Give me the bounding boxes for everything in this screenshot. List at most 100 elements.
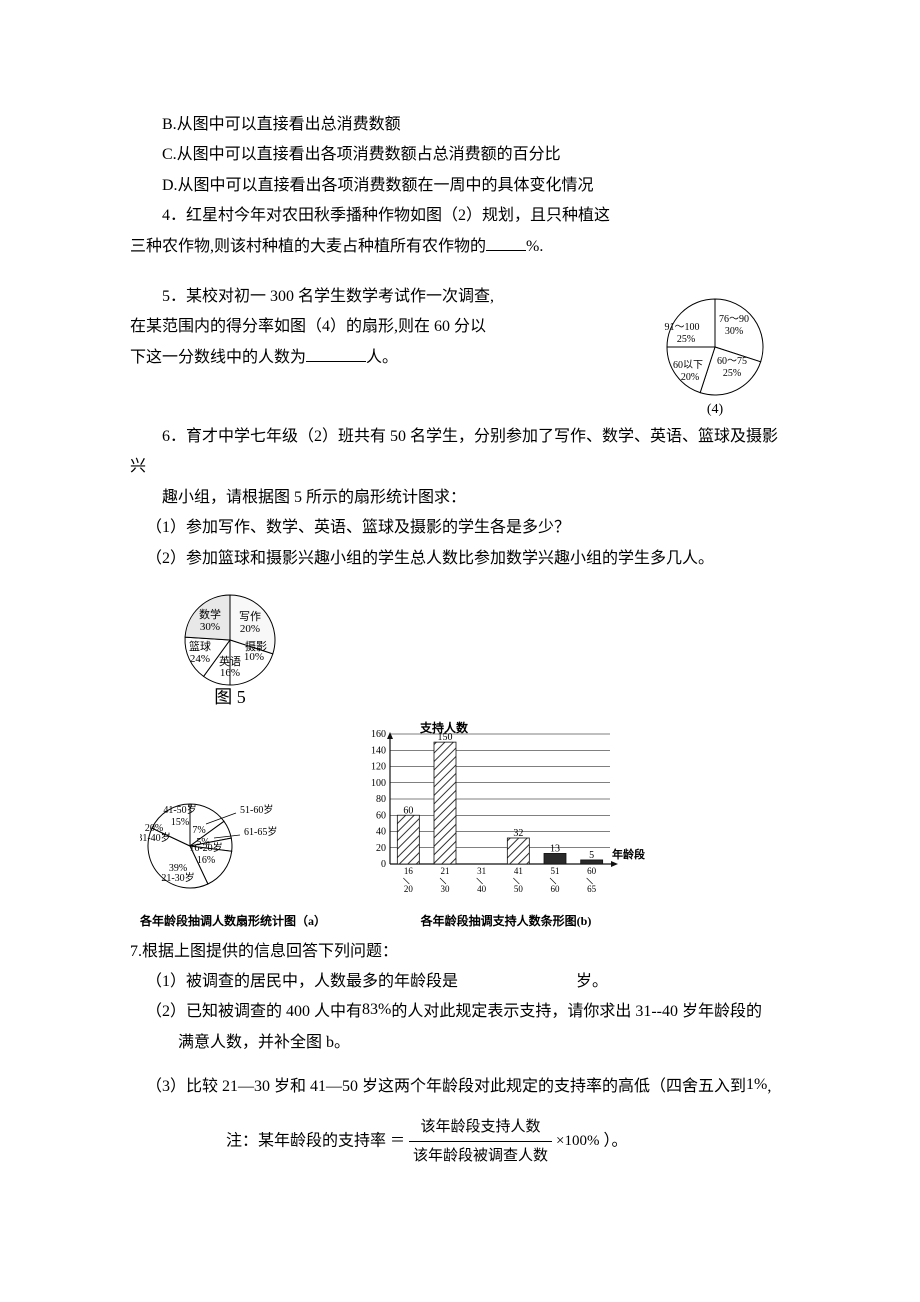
svg-text:31: 31 (477, 866, 486, 876)
svg-text:16%: 16% (220, 667, 240, 679)
svg-text:13: 13 (550, 843, 560, 854)
svg-text:25%: 25% (677, 334, 695, 345)
q7-s2c: 满意人数，并补全图 b。 (130, 1028, 790, 1058)
svg-text:60: 60 (403, 805, 413, 816)
pie5-container: 数学30%写作20%摄影10%英语16%篮球24%图 5 (180, 580, 790, 710)
svg-text:32: 32 (513, 828, 523, 839)
svg-text:60: 60 (587, 866, 597, 876)
q5-l3: 下这一分数线中的人数为人。 (130, 343, 650, 373)
spacer2 (130, 1058, 790, 1072)
svg-text:图 5: 图 5 (214, 687, 246, 707)
svg-text:10%: 10% (244, 651, 264, 663)
q7-l0: 7.根据上图提供的信息回答下列问题： (130, 937, 790, 967)
svg-text:40: 40 (376, 826, 386, 837)
q7-s3pct: 1% (746, 1076, 767, 1093)
svg-text:150: 150 (438, 732, 453, 743)
svg-text:140: 140 (371, 745, 386, 756)
option-b: B.从图中可以直接看出总消费数额 (130, 110, 790, 140)
svg-text:60以下: 60以下 (673, 360, 703, 371)
q4-line2: 三种农作物,则该村种植的大麦占种植所有农作物的%. (130, 232, 790, 262)
q5-text: 5．某校对初一 300 名学生数学考试作一次调查, 在某范围内的得分率如图（4）… (130, 282, 650, 373)
svg-text:16%: 16% (197, 855, 215, 866)
svg-text:60～75: 60～75 (717, 356, 747, 367)
svg-text:30: 30 (441, 884, 451, 894)
svg-text:50: 50 (514, 884, 524, 894)
svg-text:写作: 写作 (239, 610, 261, 623)
svg-text:31-40岁: 31-40岁 (140, 831, 171, 844)
spacer3 (130, 1103, 790, 1113)
svg-text:160: 160 (371, 729, 386, 740)
q6-s2: （2）参加篮球和摄影兴趣小组的学生总人数比参加数学兴趣小组的学生多几人。 (130, 544, 790, 574)
bar-chart-b: 020406080100120140160支持人数年龄段601620150213… (356, 720, 656, 910)
q6-l1: 6．育才中学七年级（2）班共有 50 名学生，分别参加了写作、数学、英语、篮球及… (130, 422, 790, 483)
svg-text:120: 120 (371, 761, 386, 772)
svg-text:20: 20 (376, 843, 386, 854)
q7-s2: （2）已知被调查的 400 人中有83%的人对此规定表示支持，请你求出 31--… (130, 997, 790, 1027)
q7-s3b: , (767, 1078, 771, 1095)
option-c: C.从图中可以直接看出各项消费数额占总消费额的百分比 (130, 140, 790, 170)
svg-text:5: 5 (589, 850, 594, 861)
pie-chart-4: 76～9030%60～7525%60以下20%91～10025%(4) (660, 282, 790, 422)
note-den: 该年龄段被调查人数 (409, 1142, 552, 1171)
q6-l2: 趣小组，请根据图 5 所示的扇形统计图求： (130, 483, 790, 513)
svg-text:(4): (4) (707, 402, 724, 417)
q4-text-c: %. (526, 238, 543, 255)
option-d: D.从图中可以直接看出各项消费数额在一周中的具体变化情况 (130, 171, 790, 201)
q7-note: 注：某年龄段的支持率 ＝ 该年龄段支持人数 该年龄段被调查人数 ×100% ）。 (130, 1113, 790, 1171)
page-root: B.从图中可以直接看出总消费数额 C.从图中可以直接看出各项消费数额占总消费额的… (0, 0, 920, 1231)
svg-text:60: 60 (376, 810, 386, 821)
svg-text:15%: 15% (171, 817, 189, 828)
q7-figures: 41-50岁15%51-60岁7%61-65岁5%16-20岁16%39%21-… (140, 720, 790, 933)
note-formula: ＝ 该年龄段支持人数 该年龄段被调查人数 ×100% (390, 1113, 600, 1171)
svg-text:16-20岁: 16-20岁 (189, 841, 222, 854)
q5-l2: 在某范围内的得分率如图（4）的扇形,则在 60 分以 (130, 312, 650, 342)
note-a: 注：某年龄段的支持率 (226, 1132, 386, 1149)
svg-text:7%: 7% (192, 825, 205, 836)
note-frac: 该年龄段支持人数 该年龄段被调查人数 (409, 1113, 552, 1171)
q7-s1a: （1）被调查的居民中，人数最多的年龄段是 (146, 973, 458, 990)
svg-text:20: 20 (404, 884, 414, 894)
svg-text:英语: 英语 (219, 654, 241, 668)
svg-text:60: 60 (551, 884, 561, 894)
q4-text-b: 三种农作物,则该村种植的大麦占种植所有农作物的 (130, 238, 486, 255)
q6-s1: （1）参加写作、数学、英语、篮球及摄影的学生各是多少？ (130, 513, 790, 543)
svg-text:21: 21 (441, 866, 450, 876)
svg-text:61-65岁: 61-65岁 (244, 825, 277, 838)
svg-text:年龄段: 年龄段 (612, 847, 645, 861)
svg-text:24%: 24% (190, 653, 210, 665)
svg-text:0: 0 (381, 859, 386, 870)
q4-line1: 4．红星村今年对农田秋季播种作物如图（2）规划，且只种植这 (130, 201, 790, 231)
q7-s3: （3）比较 21—30 岁和 41—50 岁这两个年龄段对此规定的支持率的高低（… (130, 1072, 790, 1102)
svg-text:41: 41 (514, 866, 523, 876)
q5-blank[interactable] (306, 345, 366, 362)
svg-text:数学: 数学 (199, 607, 221, 621)
svg-text:20%: 20% (681, 372, 699, 383)
q5-l1: 5．某校对初一 300 名学生数学考试作一次调查, (130, 282, 650, 312)
bar-b-container: 020406080100120140160支持人数年龄段601620150213… (356, 720, 656, 933)
svg-text:51: 51 (551, 866, 560, 876)
q7-s3a: （3）比较 21—30 岁和 41—50 岁这两个年龄段对此规定的支持率的高低（… (146, 1078, 746, 1095)
svg-text:100: 100 (371, 778, 386, 789)
svg-text:16: 16 (404, 866, 414, 876)
note-mul: ×100% (556, 1127, 599, 1156)
svg-text:80: 80 (376, 794, 386, 805)
note-end: ）。 (604, 1132, 628, 1149)
svg-text:65: 65 (587, 884, 597, 894)
q7-s1: （1）被调查的居民中，人数最多的年龄段是 岁。 (130, 967, 790, 997)
note-eq: ＝ (390, 1127, 405, 1156)
bar-b-caption: 各年龄段抽调支持人数条形图(b) (356, 910, 656, 933)
note-num: 该年龄段支持人数 (409, 1113, 552, 1143)
pie4-container: 76～9030%60～7525%60以下20%91～10025%(4) (660, 282, 790, 422)
svg-text:51-60岁: 51-60岁 (240, 803, 273, 816)
pie-chart-5: 数学30%写作20%摄影10%英语16%篮球24%图 5 (180, 580, 290, 710)
q7-s2b: 的人对此规定表示支持，请你求出 31--40 岁年龄段的 (391, 1003, 762, 1020)
svg-text:40: 40 (477, 884, 487, 894)
svg-text:25%: 25% (723, 368, 741, 379)
svg-text:41-50岁: 41-50岁 (163, 803, 196, 816)
q4-blank[interactable] (486, 234, 526, 251)
pie-a-caption: 各年龄段抽调人数扇形统计图（a） (140, 910, 326, 933)
q7-s2pct: 83% (362, 1001, 391, 1018)
svg-text:76～90: 76～90 (719, 314, 749, 325)
q5-row: 5．某校对初一 300 名学生数学考试作一次调查, 在某范围内的得分率如图（4）… (130, 282, 790, 422)
svg-text:20%: 20% (240, 623, 260, 635)
